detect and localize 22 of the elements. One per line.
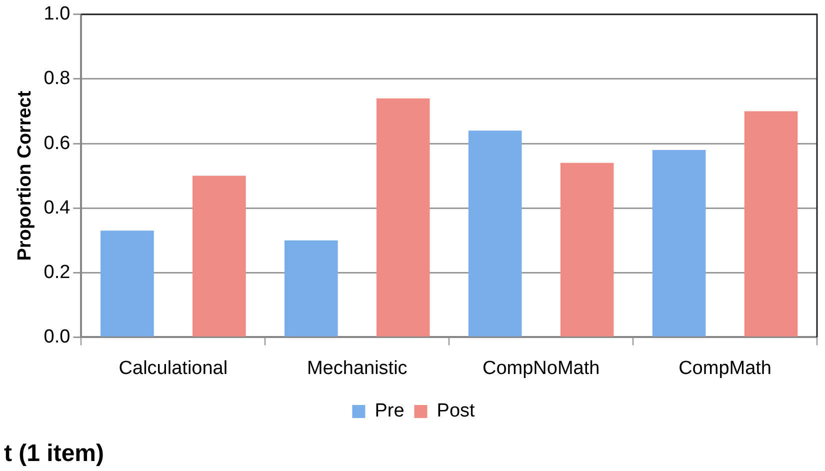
bar <box>652 150 706 336</box>
y-tick-label: 0.8 <box>44 68 70 90</box>
y-tick-label: 0.4 <box>44 197 71 218</box>
text: t (1 item) <box>4 440 104 468</box>
bar <box>376 98 430 336</box>
y-tick-label: 1.0 <box>44 4 70 25</box>
bar <box>744 111 798 336</box>
bar <box>100 230 154 336</box>
bar <box>284 240 338 336</box>
bar <box>468 130 522 336</box>
y-tick-label: 0.6 <box>44 132 70 154</box>
bar <box>560 162 614 336</box>
y-tick-label: 0.0 <box>44 326 70 348</box>
x-tick-label: Calculational <box>118 358 228 379</box>
y-axis-title: Proportion Correct <box>14 90 36 261</box>
x-tick-label: CompNoMath <box>482 358 600 379</box>
x-tick-label: Mechanistic <box>306 358 408 379</box>
legend-label: Post <box>436 400 476 422</box>
y-tick-label: 0.2 <box>44 262 70 283</box>
x-tick-label: CompMath <box>678 358 772 379</box>
legend-label: Pre <box>374 400 404 422</box>
bar <box>192 176 246 336</box>
